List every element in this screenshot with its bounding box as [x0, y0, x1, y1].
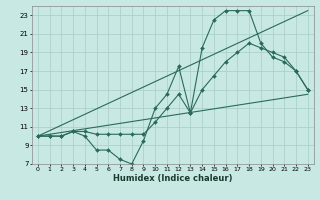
X-axis label: Humidex (Indice chaleur): Humidex (Indice chaleur) — [113, 174, 233, 183]
